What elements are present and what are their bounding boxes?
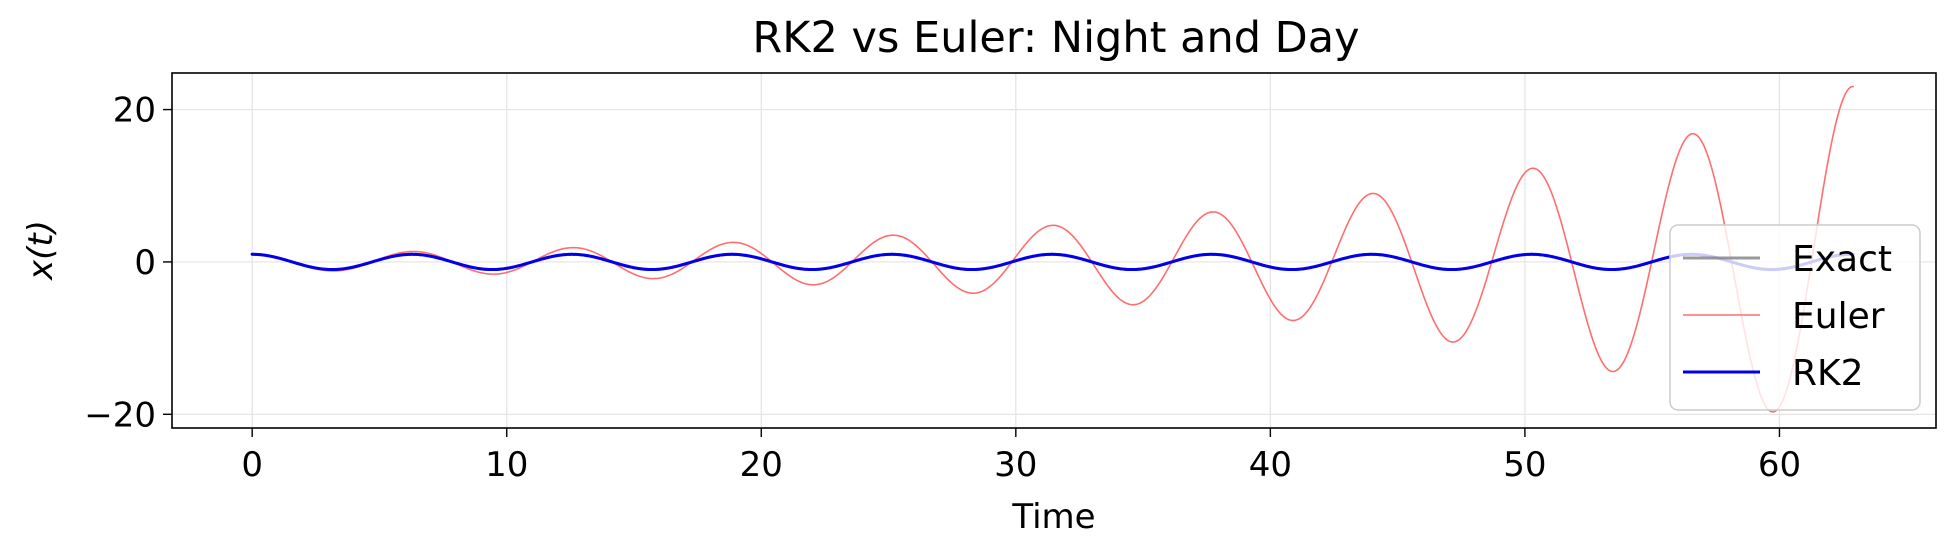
x-tick-label: 0 xyxy=(241,445,263,485)
x-tick-label: 40 xyxy=(1249,445,1292,485)
plot-frame xyxy=(171,72,1937,429)
y-tick-label: 20 xyxy=(113,91,156,131)
chart-title: RK2 vs Euler: Night and Day xyxy=(752,13,1359,63)
legend-label-euler: Euler xyxy=(1792,296,1885,337)
x-axis-ticks: 0 10 20 30 40 50 60 xyxy=(241,428,1801,485)
x-tick-label: 60 xyxy=(1758,445,1801,485)
legend-label-exact: Exact xyxy=(1792,239,1892,280)
y-axis-ticks: −20 0 20 xyxy=(84,91,172,435)
y-tick-label: 0 xyxy=(134,243,156,283)
x-tick-label: 30 xyxy=(994,445,1037,485)
legend: Exact Euler RK2 xyxy=(1669,224,1921,411)
series-lines xyxy=(250,85,1855,413)
x-tick-label: 20 xyxy=(740,445,783,485)
legend-box xyxy=(1669,224,1921,411)
series-line-rk2 xyxy=(250,252,1855,272)
y-axis-label: x(t) xyxy=(21,220,61,281)
legend-label-rk2: RK2 xyxy=(1792,353,1864,394)
grid xyxy=(172,73,1936,428)
series-line-euler xyxy=(251,85,1855,413)
y-tick-label: −20 xyxy=(84,395,156,435)
x-axis-label: Time xyxy=(1011,497,1095,537)
x-tick-label: 50 xyxy=(1503,445,1546,485)
x-tick-label: 10 xyxy=(485,445,528,485)
